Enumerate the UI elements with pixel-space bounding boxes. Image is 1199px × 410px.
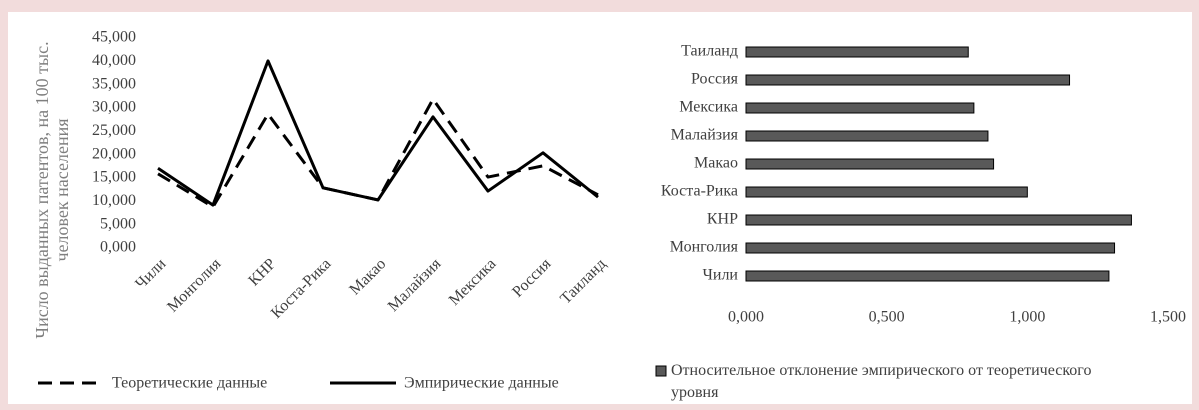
- bar: [745, 158, 995, 170]
- y-tick-label: Коста-Рика: [661, 183, 738, 200]
- bar: [745, 74, 1071, 86]
- x-tick-label: 1,000: [1009, 309, 1045, 326]
- x-tick-label: Макао: [346, 255, 389, 298]
- legend-swatch: [655, 365, 667, 377]
- y-tick-label: 0,000: [100, 239, 136, 256]
- y-tick-label: Мексика: [679, 99, 738, 116]
- x-tick-label: Таиланд: [557, 255, 609, 307]
- x-tick-label: Малайзия: [385, 255, 445, 315]
- series-line: [157, 97, 599, 209]
- y-tick-label: 20,000: [92, 145, 136, 162]
- bar: [745, 46, 969, 58]
- y-tick-label: 45,000: [92, 29, 136, 46]
- bar: [745, 186, 1028, 198]
- y-tick-label: Россия: [691, 71, 739, 88]
- x-tick-label: 0,500: [869, 309, 905, 326]
- bar: [745, 102, 975, 114]
- y-tick-label: 5,000: [100, 215, 136, 232]
- x-tick-label: Чили: [132, 255, 169, 292]
- x-tick-label: 1,500: [1150, 309, 1186, 326]
- bar: [745, 214, 1132, 226]
- y-axis-title: Число выданных патентов, на 100 тыс. чел…: [32, 41, 72, 339]
- y-tick-label: Таиланд: [681, 43, 738, 60]
- bar: [745, 242, 1116, 254]
- x-tick-label: Монголия: [164, 255, 225, 316]
- y-tick-label: 10,000: [92, 192, 136, 209]
- legend-label: Эмпирические данные: [404, 375, 559, 392]
- y-tick-label: 40,000: [92, 52, 136, 69]
- y-tick-label: 35,000: [92, 75, 136, 92]
- y-tick-label: 30,000: [92, 99, 136, 116]
- y-tick-label: 25,000: [92, 122, 136, 139]
- x-tick-label: КНР: [245, 255, 279, 289]
- x-tick-label: Мексика: [446, 255, 500, 309]
- legend-label: Относительное отклонение эмпирического о…: [671, 362, 1092, 401]
- x-tick-label: Россия: [509, 255, 555, 301]
- bar: [745, 270, 1110, 282]
- x-tick-label: 0,000: [728, 309, 764, 326]
- y-tick-label: КНР: [707, 211, 738, 228]
- y-tick-label: 15,000: [92, 169, 136, 186]
- bar: [745, 130, 989, 142]
- legend-label: Теоретические данные: [112, 375, 267, 392]
- y-tick-label: Малайзия: [671, 127, 739, 144]
- x-tick-label: Коста-Рика: [268, 255, 335, 322]
- series-line: [157, 59, 599, 207]
- y-tick-label: Чили: [702, 267, 738, 284]
- y-tick-label: Макао: [694, 155, 738, 172]
- y-tick-label: Монголия: [670, 239, 739, 256]
